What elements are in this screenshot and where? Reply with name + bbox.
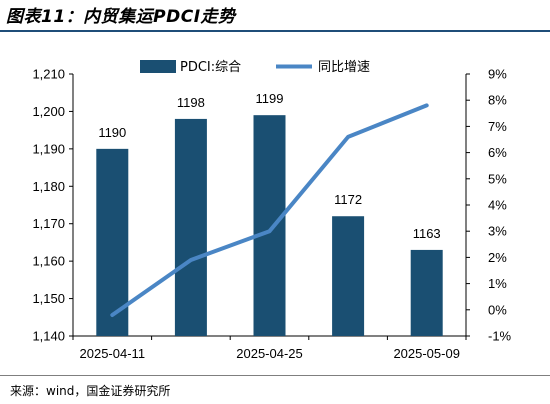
y-left-tick-label: 1,170 (32, 216, 65, 231)
y-left-tick-label: 1,200 (32, 104, 65, 119)
y-left-tick-label: 1,190 (32, 141, 65, 156)
bar-data-label: 1199 (256, 91, 284, 106)
y-right-tick-label: 3% (488, 224, 507, 239)
bar-data-label: 1172 (334, 192, 362, 207)
legend-swatch-bar (140, 60, 176, 73)
title-rule (0, 30, 550, 32)
y-right-tick-label: 5% (488, 171, 507, 186)
bar-data-labels: 1190 1198 1199 1172 1163 (98, 91, 440, 241)
bar-data-label: 1190 (98, 125, 126, 140)
legend-label-bar: PDCI:综合 (180, 60, 241, 75)
chart-title: 图表11：内贸集运PDCI走势 (6, 7, 236, 27)
x-tick-label: 2025-04-11 (80, 346, 146, 361)
bar (174, 118, 207, 337)
chart-axes: 1,140 1,150 1,160 1,170 1,180 1,190 1,200 1,210… (32, 67, 511, 362)
y-left-tick-label: 1,150 (32, 291, 65, 306)
y-right-tick-label: 6% (488, 145, 507, 160)
y-right-tick-label: 9% (488, 67, 507, 82)
chart-legend: PDCI:综合 同比增速 (140, 60, 370, 75)
legend-label-line: 同比增速 (318, 60, 370, 75)
y-right-tick-label: 4% (488, 198, 507, 213)
bar (410, 249, 443, 336)
bar (332, 216, 365, 336)
y-left-tick-label: 1,210 (32, 67, 65, 82)
bar (253, 115, 286, 337)
x-tick-label: 2025-05-09 (393, 346, 460, 361)
y-right-tick-label: 0% (488, 302, 507, 317)
y-right-tick-label: 7% (488, 119, 507, 134)
y-right-tick-label: 2% (488, 250, 507, 265)
y-left-tick-label: 1,140 (32, 329, 65, 344)
bar-data-label: 1198 (177, 95, 205, 110)
footer-rule (0, 375, 550, 376)
bar-data-label: 1163 (413, 226, 441, 241)
y-right-tick-label: 8% (488, 93, 507, 108)
bar (96, 148, 129, 336)
y-left-tick-label: 1,180 (32, 179, 65, 194)
bar-series (96, 115, 443, 337)
source-note: 来源：wind，国金证券研究所 (10, 384, 171, 398)
y-right-tick-label: 1% (488, 276, 507, 291)
line-series (110, 103, 429, 317)
y-right-tick-label: -1% (488, 329, 512, 344)
x-tick-label: 2025-04-25 (236, 346, 303, 361)
y-left-tick-label: 1,160 (32, 254, 65, 269)
